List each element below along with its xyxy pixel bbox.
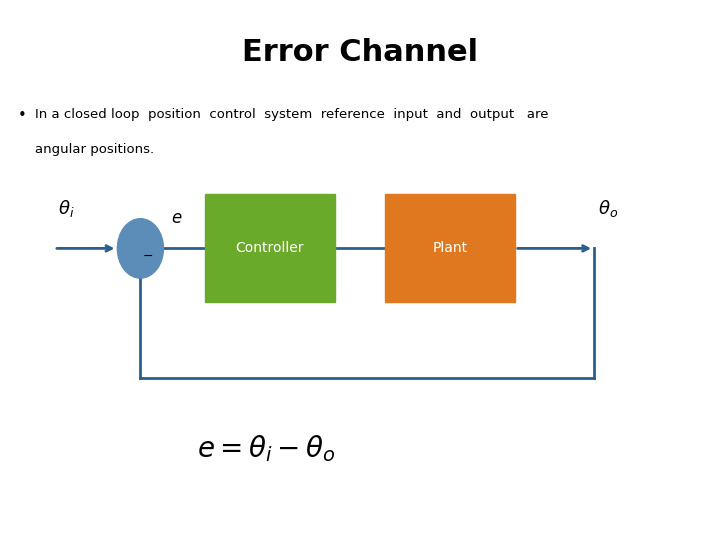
Text: •: •	[18, 108, 27, 123]
Text: Controller: Controller	[235, 241, 305, 255]
Text: angular positions.: angular positions.	[35, 143, 153, 156]
Text: Error Channel: Error Channel	[242, 38, 478, 67]
FancyBboxPatch shape	[205, 194, 335, 302]
Text: Plant: Plant	[433, 241, 467, 255]
Text: In a closed loop  position  control  system  reference  input  and  output   are: In a closed loop position control system…	[35, 108, 548, 121]
Text: $\theta_i$: $\theta_i$	[58, 198, 74, 219]
Text: $\theta_o$: $\theta_o$	[598, 198, 618, 219]
FancyBboxPatch shape	[385, 194, 515, 302]
Text: $-$: $-$	[142, 249, 153, 262]
Ellipse shape	[117, 219, 163, 278]
Text: $e=\theta_i-\theta_o$: $e=\theta_i-\theta_o$	[197, 433, 336, 464]
Text: $e$: $e$	[171, 209, 182, 227]
